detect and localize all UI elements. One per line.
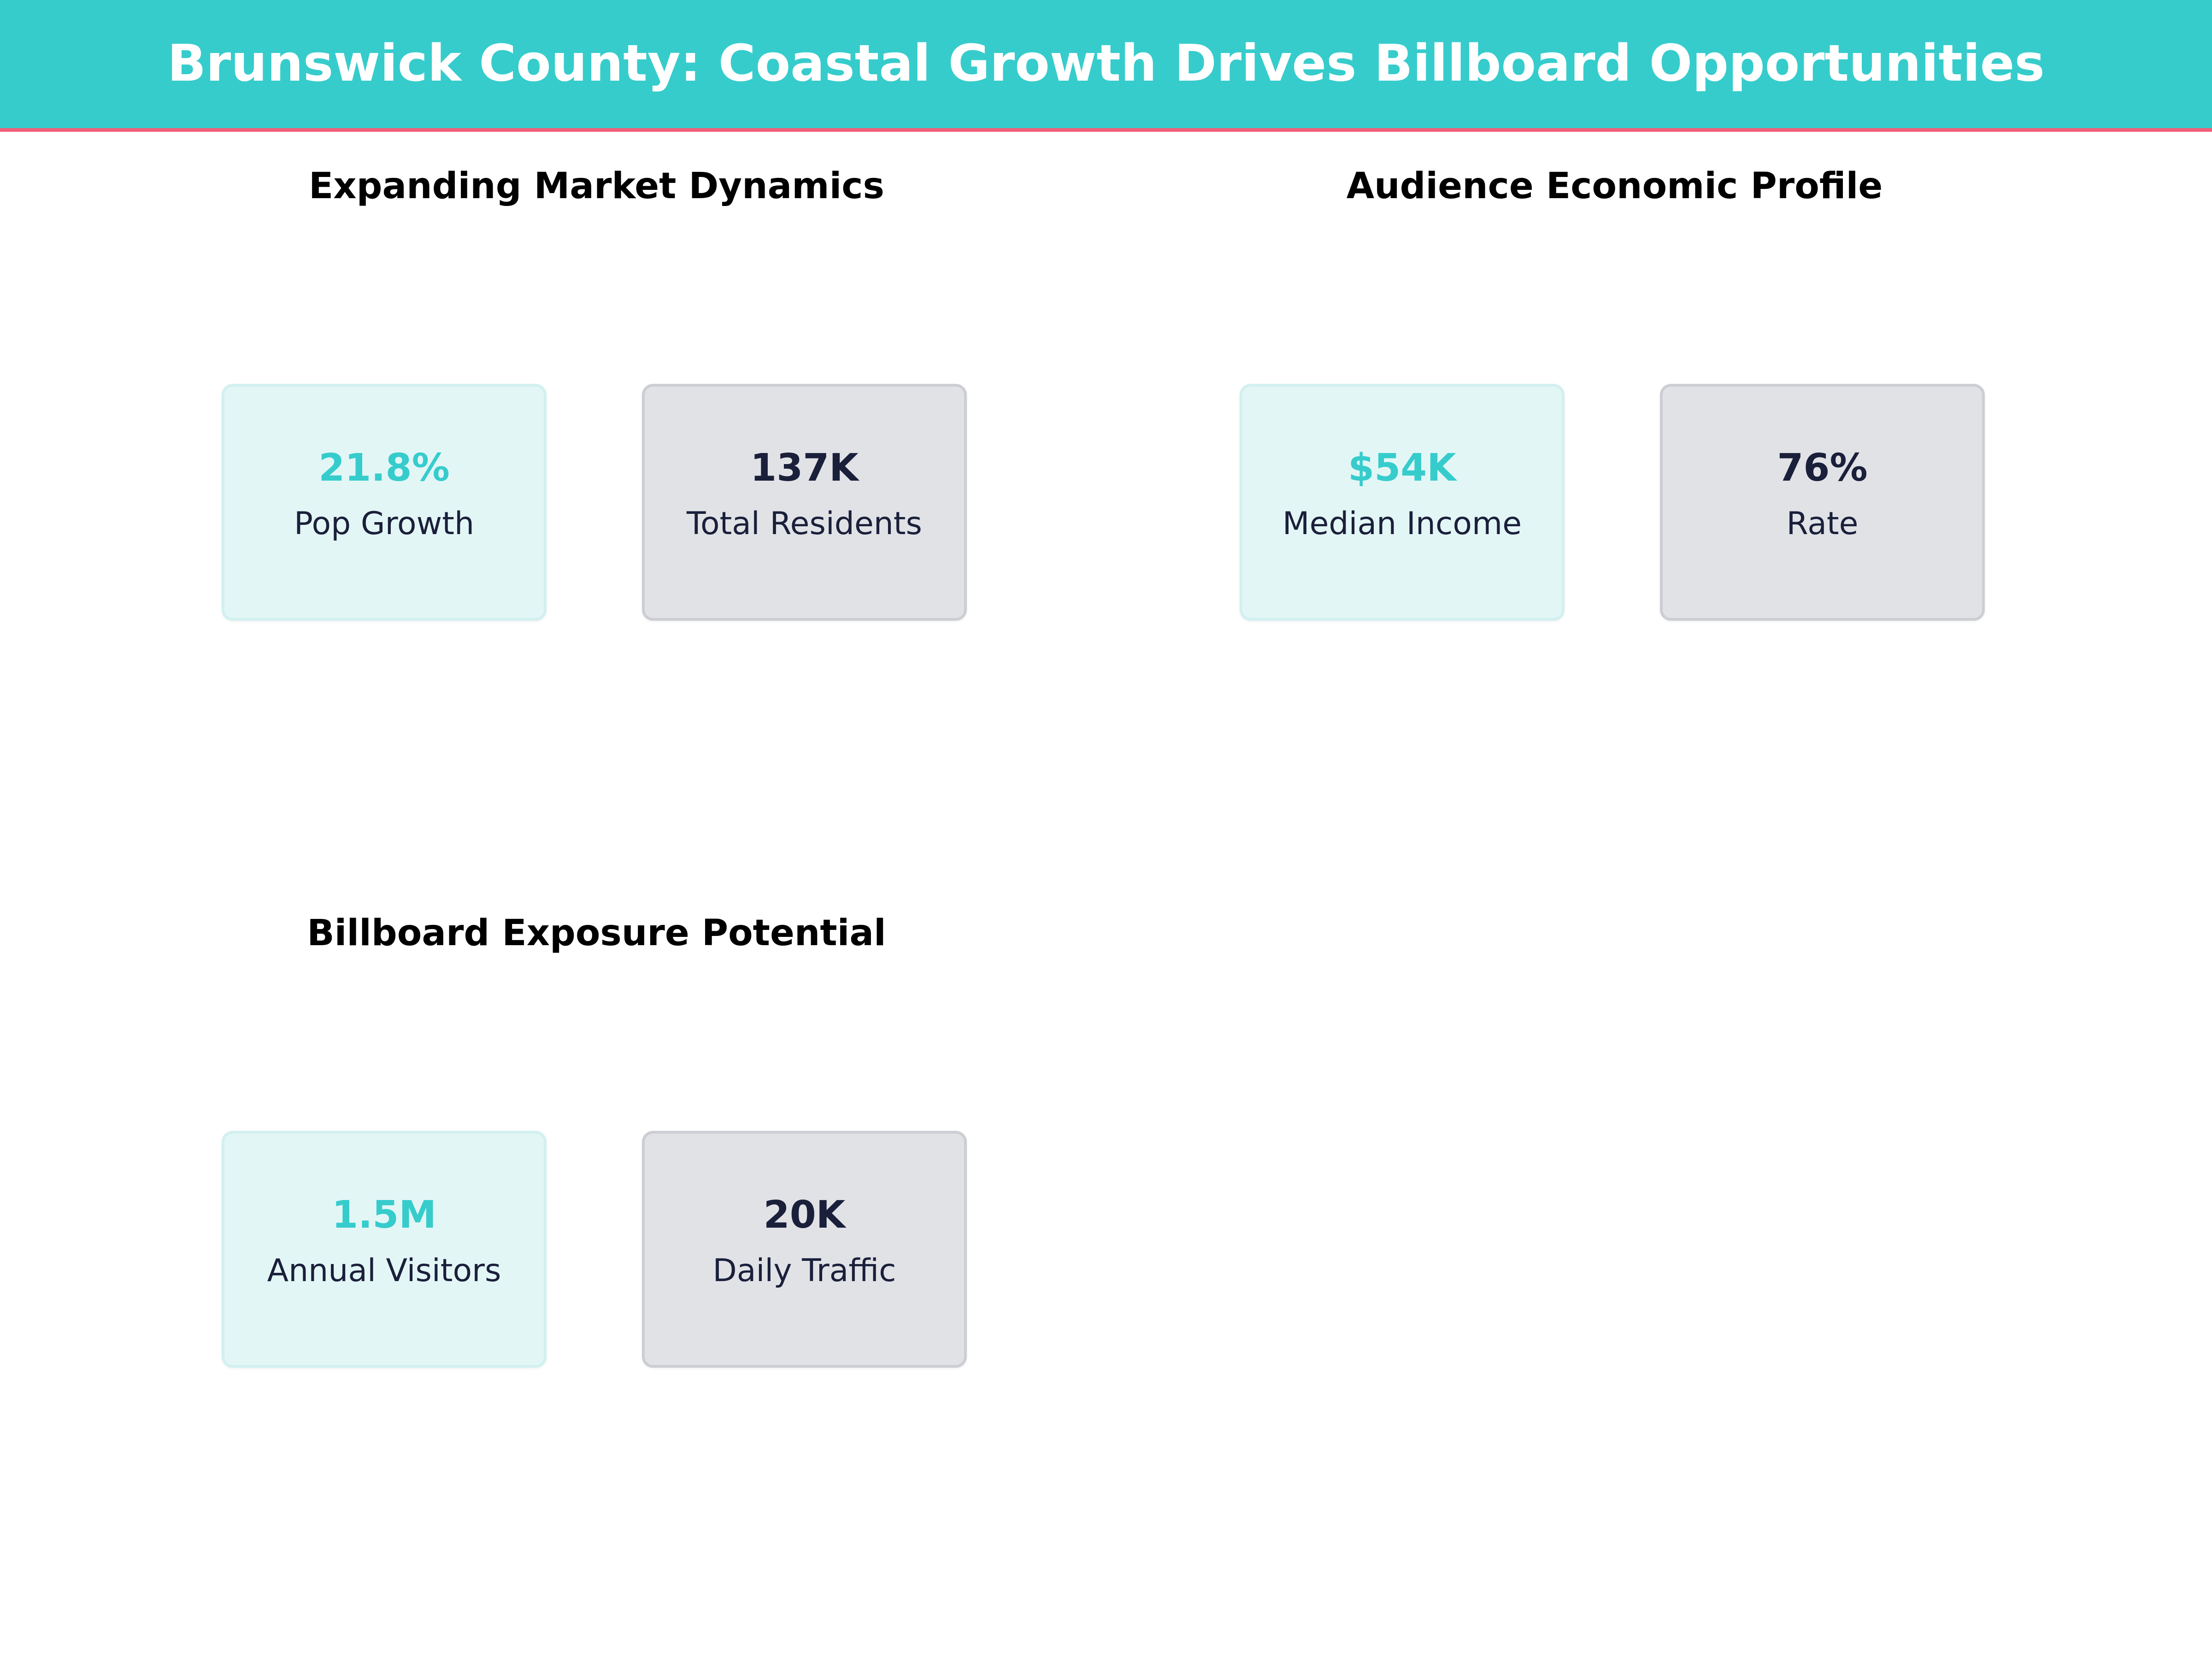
section-title: Billboard Exposure Potential (307, 912, 886, 954)
kpi-card-rate: 76% Rate (1660, 384, 1985, 621)
kpi-card-pop-growth: 21.8% Pop Growth (222, 384, 547, 621)
section-title: Audience Economic Profile (1346, 165, 1883, 207)
kpi-label: Rate (1786, 506, 1859, 542)
kpi-value: 137K (750, 446, 859, 490)
kpi-value: 1.5M (332, 1193, 436, 1237)
kpi-card-median-income: $54K Median Income (1240, 384, 1565, 621)
kpi-value: 21.8% (318, 446, 450, 490)
section-market-dynamics: Expanding Market Dynamics 21.8% Pop Grow… (222, 168, 971, 675)
kpi-value: 20K (763, 1193, 846, 1237)
kpi-value: $54K (1348, 446, 1456, 490)
kpi-label: Pop Growth (294, 506, 475, 542)
kpi-value: 76% (1777, 446, 1868, 490)
header-banner: Brunswick County: Coastal Growth Drives … (0, 0, 2212, 132)
section-economic-profile: Audience Economic Profile $54K Median In… (1240, 168, 1989, 675)
kpi-card-total-residents: 137K Total Residents (642, 384, 967, 621)
kpi-card-annual-visitors: 1.5M Annual Visitors (222, 1131, 547, 1368)
page-title: Brunswick County: Coastal Growth Drives … (167, 34, 2045, 93)
kpi-label: Total Residents (687, 506, 922, 542)
section-title: Expanding Market Dynamics (309, 165, 884, 207)
kpi-label: Median Income (1282, 506, 1522, 542)
kpi-label: Daily Traffic (712, 1253, 896, 1289)
kpi-label: Annual Visitors (267, 1253, 501, 1289)
kpi-card-daily-traffic: 20K Daily Traffic (642, 1131, 967, 1368)
section-exposure-potential: Billboard Exposure Potential 1.5M Annual… (222, 915, 971, 1422)
